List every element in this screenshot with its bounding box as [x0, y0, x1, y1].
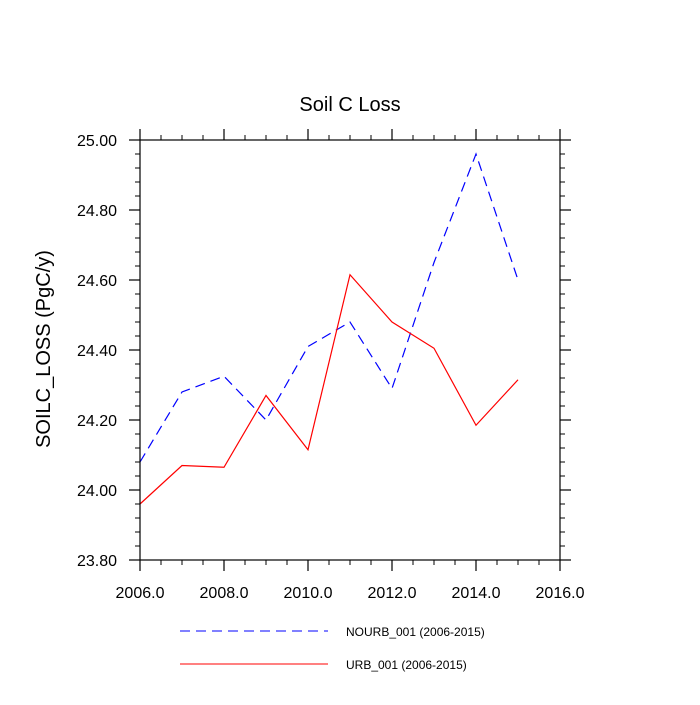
y-tick-label: 24.60 — [77, 273, 117, 290]
x-tick-label: 2010.0 — [284, 585, 333, 602]
x-tick-label: 2014.0 — [452, 585, 501, 602]
y-tick-label: 24.40 — [77, 343, 117, 360]
legend-label-1: NOURB_001 (2006-2015) — [346, 625, 485, 639]
y-axis-label: SOILC_LOSS (PgC/y) — [33, 250, 55, 448]
x-tick-label: 2016.0 — [536, 585, 585, 602]
x-tick-label: 2006.0 — [116, 585, 165, 602]
plot-frame — [139, 139, 561, 561]
series-line-2 — [139, 273, 519, 505]
x-tick-label: 2008.0 — [200, 585, 249, 602]
y-tick-label: 24.00 — [77, 483, 117, 500]
y-tick-label: 24.20 — [77, 413, 117, 430]
y-tick-label: 25.00 — [77, 133, 117, 150]
y-tick-label: 24.80 — [77, 203, 117, 220]
y-tick-label: 23.80 — [77, 553, 117, 570]
chart-title: Soil C Loss — [299, 94, 400, 116]
x-tick-label: 2012.0 — [368, 585, 417, 602]
legend: NOURB_001 (2006-2015) URB_001 (2006-2015) — [180, 625, 485, 672]
legend-label-2: URB_001 (2006-2015) — [346, 658, 467, 672]
series-line-1 — [139, 152, 519, 463]
